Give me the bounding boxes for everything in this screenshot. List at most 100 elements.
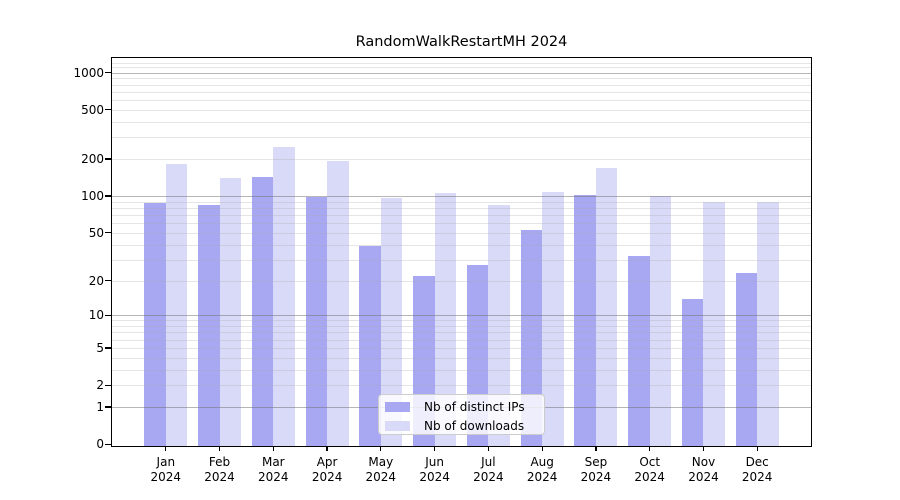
x-tick-year: 2024 (419, 470, 450, 484)
x-tick-month: Dec (745, 455, 769, 469)
bar-downloads-apr (327, 160, 349, 446)
x-tick-mark (434, 446, 436, 451)
y-tick-label: 2 (96, 378, 104, 393)
x-tick-year: 2024 (634, 470, 665, 484)
gridline-minor (112, 137, 811, 139)
x-tick-month: Feb (208, 455, 231, 469)
x-tick-month: Aug (530, 455, 554, 469)
plot-area (112, 58, 811, 446)
gridline-minor (112, 385, 811, 387)
x-tick-month: Sep (584, 455, 608, 469)
gridline-major (112, 315, 811, 317)
legend-swatch-distinct-ips (385, 402, 410, 412)
x-tick-mark (595, 446, 597, 451)
y-tick-label: 0 (96, 437, 104, 452)
gridline-major (112, 72, 811, 74)
y-tick-mark (105, 195, 111, 197)
x-tick-label: Jul 2024 (458, 455, 518, 485)
gridline-minor (112, 232, 811, 234)
gridline-minor (112, 121, 811, 123)
x-tick-month: Jul (481, 455, 496, 469)
y-tick-mark (105, 406, 111, 408)
gridline-minor (112, 84, 811, 86)
bar-downloads-feb (219, 177, 242, 446)
bar-distinct-ips-feb (198, 205, 220, 446)
x-tick-month: May (368, 455, 394, 469)
y-tick-label: 100 (81, 189, 104, 203)
y-tick-label: 200 (81, 151, 104, 166)
x-tick-mark (702, 446, 705, 451)
gridline-minor (112, 244, 811, 246)
gridline-minor (112, 259, 811, 261)
chart-title: RandomWalkRestartMH 2024 (355, 34, 568, 50)
gridline-minor (112, 320, 811, 322)
y-tick-mark (105, 232, 111, 234)
x-tick-label: Mar 2024 (243, 455, 303, 485)
x-tick-mark (272, 446, 274, 451)
gridline-minor (112, 62, 811, 64)
y-tick-mark (105, 279, 111, 282)
legend: Nb of distinct IPs Nb of downloads (378, 394, 545, 435)
x-tick-year: 2024 (688, 470, 719, 484)
bar-distinct-ips-aug (520, 229, 543, 446)
x-tick-year: 2024 (204, 470, 235, 484)
y-tick-mark (105, 443, 111, 445)
bar-downloads-jul (488, 204, 510, 446)
legend-label-distinct-ips: Nb of distinct IPs (424, 400, 525, 414)
x-tick-label: Aug 2024 (512, 455, 572, 485)
bar-distinct-ips-apr (305, 197, 328, 446)
bar-downloads-sep (595, 167, 618, 446)
x-tick-year: 2024 (258, 470, 289, 484)
x-tick-month: Jan (156, 455, 176, 469)
x-tick-month: Oct (639, 455, 661, 469)
y-tick-mark (105, 384, 111, 386)
x-tick-mark (218, 446, 221, 451)
gridline-minor (112, 91, 811, 93)
x-tick-label: May 2024 (351, 455, 411, 485)
x-tick-mark (326, 446, 328, 451)
gridline-minor (112, 332, 811, 334)
x-tick-mark (165, 446, 167, 451)
y-tick-label: 10 (88, 308, 104, 323)
gridline-minor (112, 357, 811, 359)
x-tick-year: 2024 (580, 470, 612, 484)
gridline-major (112, 196, 811, 197)
x-tick-year: 2024 (150, 470, 182, 484)
y-tick-mark (105, 109, 111, 111)
y-tick-label: 20 (88, 273, 104, 288)
legend-item-downloads: Nb of downloads (385, 418, 544, 434)
x-tick-month: Jun (425, 455, 444, 469)
bar-downloads-jan (165, 163, 188, 446)
bar-distinct-ips-nov (681, 298, 704, 446)
gridline-minor (112, 207, 811, 209)
gridline-minor (112, 201, 811, 203)
y-tick-mark (105, 347, 111, 349)
bar-distinct-ips-may (359, 245, 381, 446)
x-tick-label: Dec 2024 (727, 455, 787, 485)
gridline-minor (112, 67, 811, 69)
gridline-minor (112, 369, 811, 371)
bar-downloads-jun (434, 192, 457, 446)
x-tick-year: 2024 (741, 470, 773, 484)
legend-swatch-downloads (385, 421, 410, 431)
x-tick-year: 2024 (311, 470, 343, 484)
x-tick-mark (756, 446, 758, 451)
bar-distinct-ips-mar (251, 177, 274, 446)
gridline-minor (112, 280, 811, 282)
gridline-minor (112, 109, 811, 111)
x-tick-mark (380, 446, 382, 451)
gridline-minor (112, 158, 811, 160)
y-tick-label: 50 (88, 225, 104, 240)
gridline-minor (112, 214, 811, 216)
x-tick-label: Oct 2024 (620, 455, 680, 485)
bar-distinct-ips-dec (735, 273, 758, 446)
x-tick-label: Nov 2024 (674, 455, 734, 485)
gridline-minor (112, 339, 811, 341)
y-tick-label: 5 (96, 340, 104, 355)
x-tick-month: Mar (261, 455, 285, 469)
y-tick-mark (105, 314, 111, 316)
x-tick-month: Apr (316, 455, 338, 469)
x-tick-month: Nov (691, 455, 716, 469)
bar-downloads-mar (273, 146, 295, 446)
y-tick-mark (105, 158, 111, 160)
